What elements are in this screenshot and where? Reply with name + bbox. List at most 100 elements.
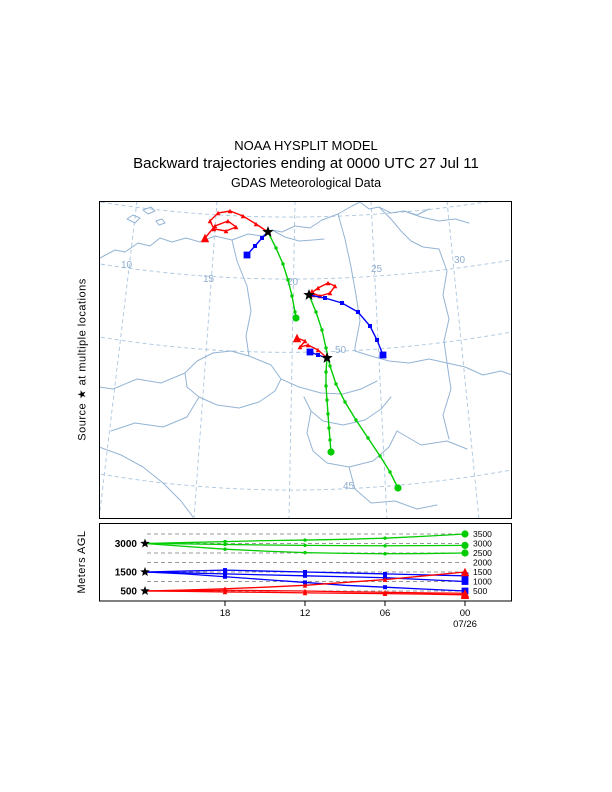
trajectory-marker — [305, 342, 311, 348]
map-graticule-labels: 10 15 20 25 30 50 45 — [121, 255, 466, 492]
trajectory-marker — [290, 294, 294, 298]
profile-marker — [383, 544, 387, 548]
basemap — [99, 201, 512, 518]
trajectory-end-marker — [379, 351, 387, 359]
trajectory-marker — [324, 370, 328, 374]
profile-end-marker — [460, 567, 470, 577]
profile-marker — [223, 574, 227, 579]
trajectory-marker — [328, 438, 332, 442]
right-height-label: 1000 — [473, 577, 492, 587]
trajectory-marker — [225, 218, 231, 224]
start-height-label: 3000 — [115, 539, 138, 550]
trajectory-marker — [281, 262, 285, 266]
right-height-label: 1500 — [473, 567, 492, 577]
profile-end-marker — [461, 530, 469, 538]
trajectory-line — [325, 357, 332, 453]
map-source-stars — [262, 226, 333, 363]
profile-marker — [303, 543, 307, 548]
trajectory-end-marker — [327, 448, 335, 456]
right-height-label: 500 — [473, 586, 487, 596]
trajectory-end-marker — [394, 484, 402, 492]
source-star — [303, 289, 315, 300]
profile-source-star — [140, 586, 150, 595]
trajectory-marker — [340, 301, 344, 305]
profile-marker — [223, 542, 227, 547]
trajectory-marker — [324, 384, 328, 388]
map-frame — [99, 201, 512, 519]
trajectory-marker — [253, 221, 259, 227]
trajectory-marker — [240, 213, 246, 219]
graticule-label: 10 — [121, 260, 133, 271]
profile-end-marker — [461, 541, 469, 549]
right-height-label: 2500 — [473, 548, 492, 558]
profile-marker — [223, 571, 227, 576]
trajectory-marker — [325, 280, 331, 286]
profile-marker — [382, 577, 388, 582]
trajectory-marker — [260, 236, 264, 240]
trajectory-end-marker — [243, 251, 251, 259]
profile-marker — [222, 587, 228, 593]
trajectory-end-marker — [306, 348, 314, 356]
trajectory-marker — [324, 346, 328, 350]
profile-marker — [303, 580, 307, 585]
profile-y-axis-label: Meters AGL — [76, 530, 88, 594]
trajectory-marker — [297, 344, 303, 350]
profile-end-marker — [461, 549, 469, 557]
profile-marker — [382, 590, 388, 595]
profile-marker — [303, 538, 307, 542]
profile-marker — [223, 539, 227, 544]
graticule-label: 25 — [371, 264, 383, 275]
profile-marker — [383, 552, 387, 556]
profile-marker — [383, 536, 387, 540]
profile-marker — [383, 585, 387, 590]
trajectory-marker — [356, 310, 360, 314]
map-trajectories — [200, 208, 402, 492]
trajectory-line — [246, 231, 269, 256]
profile-series — [144, 530, 470, 599]
profile-marker — [223, 568, 227, 573]
plot-title: Backward trajectories ending at 0000 UTC… — [133, 155, 479, 172]
x-tick-label: 12 — [300, 608, 311, 619]
title-block: NOAA HYSPLIT MODEL Backward trajectories… — [0, 138, 612, 190]
profile-marker — [303, 570, 307, 574]
trajectory-marker — [211, 226, 217, 232]
profile-marker — [302, 588, 308, 594]
trajectory-marker — [332, 283, 338, 289]
graticule-label: 30 — [454, 255, 466, 266]
date-label: 07/26 — [453, 619, 477, 630]
trajectory-marker — [328, 364, 332, 368]
start-height-label: 500 — [120, 587, 137, 598]
trajectory-marker — [315, 347, 321, 353]
trajectory-marker — [325, 398, 329, 402]
profile-marker — [302, 583, 308, 588]
trajectory-line — [204, 210, 269, 239]
trajectory-line — [308, 294, 399, 489]
trajectory-line — [267, 231, 297, 319]
x-tick-label: 06 — [380, 608, 391, 619]
profile-marker — [303, 573, 307, 578]
right-height-label: 2000 — [473, 558, 492, 568]
map-y-axis-label: Source ★ at multiple locations — [76, 278, 89, 441]
trajectory-marker — [327, 290, 333, 296]
profile-marker — [223, 547, 227, 551]
start-height-label: 1500 — [115, 568, 138, 579]
model-title: NOAA HYSPLIT MODEL — [234, 138, 378, 153]
trajectory-marker — [378, 454, 382, 458]
trajectory-marker — [227, 208, 233, 214]
graticule — [99, 201, 512, 519]
source-star — [321, 352, 333, 363]
graticule-label: 50 — [335, 345, 347, 356]
trajectory-marker — [253, 244, 257, 248]
met-data-label: GDAS Meteorological Data — [230, 176, 382, 190]
trajectory-marker — [368, 324, 372, 328]
trajectory-marker — [366, 436, 370, 440]
trajectory-marker — [388, 470, 392, 474]
trajectory-end-marker — [292, 314, 300, 322]
height-profile: 3000150050035003000250020001500100050018… — [99, 523, 512, 630]
trajectory-marker — [315, 285, 321, 291]
trajectory-marker — [326, 412, 330, 416]
trajectory-end-marker — [292, 333, 302, 343]
trajectory-marker — [327, 426, 331, 430]
trajectory-marker — [375, 338, 379, 342]
